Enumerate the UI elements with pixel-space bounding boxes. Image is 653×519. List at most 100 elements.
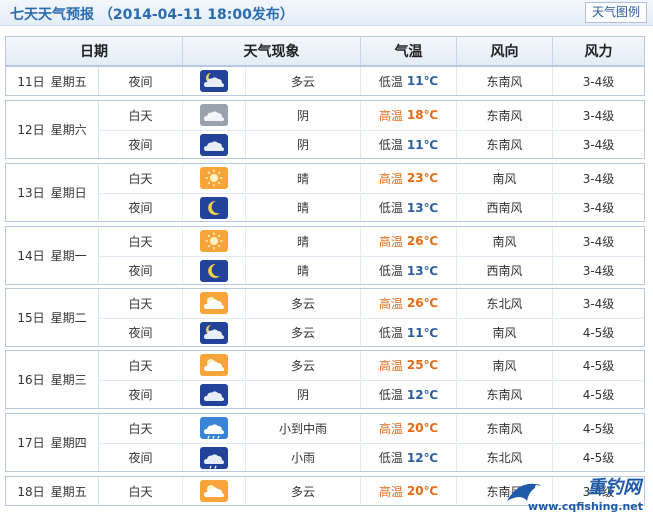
weather-description: 多云: [246, 67, 361, 95]
table-row: 夜间阴低温 12℃ 东南风 4-5级: [99, 380, 644, 408]
temp-label: 高温: [378, 421, 403, 436]
overcast-night-icon: [200, 133, 228, 156]
wind-direction: 西南风: [457, 257, 553, 284]
day-block: 14日 星期一 白天晴高温 26℃ 南风 3-4级 夜间晴低温 13℃ 西南风 3-4级: [5, 226, 645, 285]
partly-cloudy-day-icon: [200, 480, 228, 502]
temp-label: 低温: [378, 138, 403, 152]
clear-night-icon: [200, 196, 228, 219]
table-row: 夜间 小雨 低温 12℃ 东北风 4-5级: [99, 443, 644, 471]
day-weekday: 星期三: [50, 373, 87, 387]
temp-label: 高温: [378, 358, 403, 373]
wind-direction: 东南风: [457, 101, 553, 129]
weather-icon-cell: [183, 289, 246, 317]
wind-force: 3-4级: [582, 201, 615, 215]
temperature-cell: 高温 23℃: [361, 164, 457, 192]
wind-force: 4-5级: [582, 451, 615, 465]
weather-icon-cell: [183, 227, 246, 255]
watermark-brand: 重钓网: [587, 477, 641, 498]
day-weekday: 星期四: [50, 436, 87, 450]
temperature-cell: 高温 18℃: [361, 101, 457, 129]
weather-description: 多云: [246, 289, 361, 317]
wind-force: 3-4级: [582, 484, 615, 499]
period-label: 夜间: [99, 257, 183, 284]
day-weekday: 星期五: [50, 484, 87, 499]
day-date: 18日: [17, 484, 45, 499]
wind-force: 4-5级: [582, 326, 615, 340]
wind-direction: 南风: [457, 227, 553, 255]
period-label: 白天: [99, 164, 183, 192]
table-row: 白天阴高温 18℃ 东南风 3-4级: [99, 101, 644, 129]
weather-icon-cell: [183, 351, 246, 379]
period-label: 白天: [99, 101, 183, 129]
day-weekday: 星期日: [50, 186, 87, 200]
partly-cloudy-day-icon: [200, 292, 228, 314]
day-label: 15日 星期二: [6, 289, 99, 346]
period-label: 白天: [99, 289, 183, 317]
weather-description: 晴: [246, 257, 361, 284]
period-label: 夜间: [99, 319, 183, 346]
header-wind-direction: 风向: [457, 37, 553, 65]
temperature-cell: 低温 11℃: [361, 131, 457, 158]
table-row: 白天 小到中雨 高温 20℃ 东南风 4-5级: [99, 414, 644, 442]
day-label: 17日 星期四: [6, 414, 99, 471]
header-wind-force: 风力: [584, 44, 613, 60]
weather-description: 阴: [246, 381, 361, 408]
temp-value: 11℃: [406, 137, 439, 152]
header-date: 日期: [6, 37, 183, 65]
fish-logo-icon: [507, 483, 541, 501]
wind-force: 3-4级: [582, 74, 615, 89]
temperature-cell: 高温 26℃: [361, 227, 457, 255]
day-weekday: 星期五: [50, 74, 87, 89]
weather-icon-cell: [183, 67, 246, 95]
table-row: 夜间阴低温 11℃ 东南风 3-4级: [99, 130, 644, 158]
period-label: 夜间: [99, 194, 183, 221]
temperature-cell: 低温 11℃: [361, 319, 457, 346]
temp-value: 13℃: [406, 200, 439, 215]
sunny-icon: [200, 230, 228, 252]
period-label: 白天: [99, 227, 183, 255]
temp-value: 11℃: [406, 74, 439, 88]
sunny-icon: [200, 167, 228, 189]
period-rows: 夜间 多云 低温 11℃ 东南风 3-4级: [99, 67, 644, 95]
temp-value: 11℃: [406, 325, 439, 340]
weather-description: 多云: [246, 477, 361, 505]
day-date: 16日: [17, 373, 45, 387]
period-label: 夜间: [99, 67, 183, 95]
period-rows: 白天晴高温 26℃ 南风 3-4级 夜间晴低温 13℃ 西南风 3-4级: [99, 227, 644, 284]
wind-direction: 南风: [457, 351, 553, 379]
period-rows: 白天晴高温 23℃ 南风 3-4级 夜间晴低温 13℃ 西南风 3-4级: [99, 164, 644, 221]
partly-cloudy-night-icon: [200, 321, 228, 344]
temperature-cell: 高温 20℃: [361, 477, 457, 505]
weather-description: 晴: [246, 227, 361, 255]
period-rows: 白天 小到中雨 高温 20℃ 东南风 4-5级 夜间 小雨 低温 12℃ 东北风 4-5级: [99, 414, 644, 471]
temperature-cell: 高温 20℃: [361, 414, 457, 442]
temp-label: 低温: [378, 388, 403, 402]
weather-legend-button[interactable]: 天气图例: [584, 2, 647, 23]
overcast-night-icon: [200, 383, 228, 406]
wind-direction: 东南风: [457, 67, 553, 95]
day-weekday: 星期六: [50, 123, 87, 137]
day-label: 14日 星期一: [6, 227, 99, 284]
temperature-cell: 低温 13℃: [361, 257, 457, 284]
weather-icon-cell: [183, 101, 246, 129]
day-block: 17日 星期四 白天 小到中雨 高温 20℃ 东南风 4-5级 夜间 小雨 低温 12℃ 东北风 4-5级: [5, 413, 645, 472]
temperature-cell: 低温 12℃: [361, 381, 457, 408]
wind-force: 3-4级: [582, 296, 615, 311]
day-weekday: 星期一: [50, 249, 87, 263]
weather-description: 阴: [246, 101, 361, 129]
weather-description: 晴: [246, 194, 361, 221]
temp-value: 26℃: [406, 296, 439, 310]
table-row: 白天晴高温 23℃ 南风 3-4级: [99, 164, 644, 192]
weather-description: 阴: [246, 131, 361, 158]
forecast-titlebar: 七天天气预报 （2014-04-11 18:00发布） 天气图例: [0, 0, 653, 26]
day-block: 18日 星期五 白天 多云 高温 20℃ 东南风 3-4级: [5, 476, 645, 506]
day-label: 12日 星期六: [6, 101, 99, 158]
wind-direction: 西南风: [457, 194, 553, 221]
temp-label: 高温: [378, 296, 403, 311]
temperature-cell: 低温 11℃: [361, 67, 457, 95]
table-row: 夜间晴低温 13℃ 西南风 3-4级: [99, 193, 644, 221]
period-label: 白天: [99, 351, 183, 379]
day-weekday: 星期二: [50, 311, 87, 325]
period-rows: 白天 多云 高温 26℃ 东北风 3-4级 夜间 多云 低温 11℃ 南风 4-5级: [99, 289, 644, 346]
day-label: 18日 星期五: [6, 477, 99, 505]
